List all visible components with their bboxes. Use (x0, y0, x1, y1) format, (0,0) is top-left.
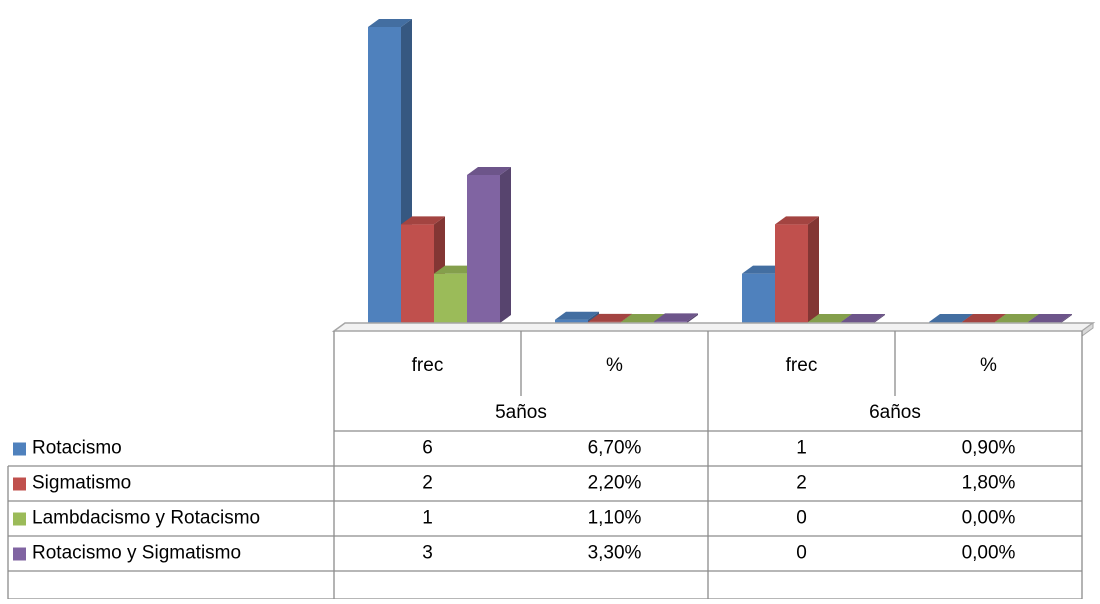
bar (467, 167, 511, 323)
data-label: 2,20% (588, 473, 642, 494)
category-label: frec (412, 355, 444, 376)
data-label: 3 (422, 543, 433, 564)
data-label: 1,10% (588, 508, 642, 529)
group-label: 5años (495, 402, 547, 423)
chart-floor (331, 322, 1096, 337)
data-label: 0,90% (962, 438, 1016, 459)
legend-swatch (13, 442, 26, 456)
legend-label: Rotacismo (32, 438, 122, 459)
bar (401, 216, 445, 323)
data-label: 0 (796, 543, 807, 564)
data-label: 6,70% (588, 438, 642, 459)
legend-label: Sigmatismo (32, 473, 131, 494)
legend-swatch (13, 547, 26, 561)
data-label: 0,00% (962, 508, 1016, 529)
bars-layer (368, 19, 1072, 323)
group-label: 6años (869, 402, 921, 423)
data-label: 1 (796, 438, 807, 459)
floor-top (331, 322, 1096, 332)
data-label: 2 (796, 473, 807, 494)
data-label: 6 (422, 438, 433, 459)
category-label: % (980, 355, 997, 376)
legend-label: Lambdacismo y Rotacismo (32, 508, 260, 529)
category-label: % (606, 355, 623, 376)
data-table: frec% frec % 5años 6años Rotacismo 6 6,70% 1 0,90… (7, 331, 1083, 600)
bar (775, 216, 819, 323)
data-label: 1 (422, 508, 433, 529)
legend-swatch (13, 512, 26, 526)
category-label: frec (786, 355, 818, 376)
legend-label: Rotacismo y Sigmatismo (32, 543, 241, 564)
data-label: 1,80% (962, 473, 1016, 494)
data-label: 2 (422, 473, 433, 494)
data-label: 0,00% (962, 543, 1016, 564)
data-label: 3,30% (588, 543, 642, 564)
legend-swatch (13, 477, 26, 491)
data-label: 0 (796, 508, 807, 529)
bar (654, 313, 698, 323)
